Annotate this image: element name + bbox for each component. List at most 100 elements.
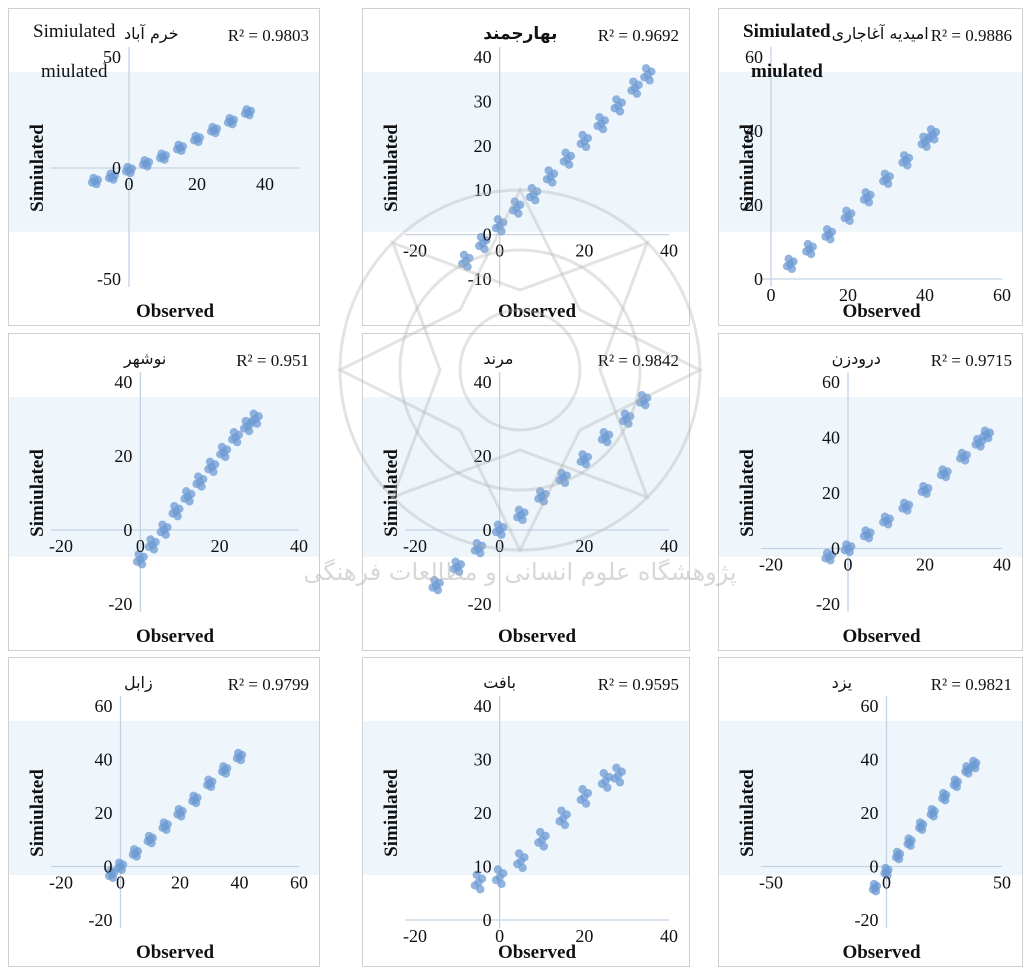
data-point: [144, 831, 154, 841]
x-tick-label: 50: [993, 873, 1011, 893]
data-point: [641, 64, 651, 73]
data-point: [497, 227, 506, 236]
data-point: [497, 879, 506, 889]
x-tick-label: 20: [171, 873, 189, 893]
data-point: [864, 198, 874, 207]
station-name: بافت: [483, 673, 516, 692]
x-tick-label: 20: [916, 555, 934, 575]
y-tick-label: 30: [474, 750, 492, 770]
x-axis-title: Observed: [498, 942, 577, 963]
data-point: [929, 812, 938, 821]
x-axis-title: Observed: [136, 301, 215, 322]
x-tick-label: 0: [125, 174, 134, 194]
data-point: [939, 788, 948, 798]
plot-band: [363, 721, 689, 876]
x-tick-label: 60: [290, 873, 308, 893]
data-point: [134, 550, 143, 559]
x-axis-title: Observed: [136, 942, 215, 963]
data-point: [826, 235, 835, 244]
chart-panel-8: -20 0 20 40 0 10 20 30 40 R² = 0.9595 بافت Observed…: [362, 657, 690, 967]
data-point: [641, 400, 650, 410]
y-tick-label: 20: [474, 803, 492, 823]
data-point: [161, 530, 170, 539]
data-point: [459, 250, 469, 260]
x-axis-title: Observed: [498, 301, 577, 322]
data-point: [941, 796, 950, 805]
data-point: [880, 512, 890, 521]
data-point: [892, 847, 902, 857]
data-point: [225, 113, 234, 123]
y-tick-label: 40: [745, 121, 763, 141]
data-point: [536, 487, 545, 496]
data-point: [206, 782, 216, 792]
data-point: [612, 763, 621, 773]
data-point: [842, 206, 851, 215]
y-tick-label: 60: [95, 696, 113, 716]
chart-panel-4: -20 0 20 40 -20 0 20 40 R² = 0.951 نوشهر Observed S…: [8, 333, 320, 651]
data-point: [845, 216, 854, 225]
y-tick-label: 60: [861, 696, 879, 716]
data-point: [599, 768, 608, 778]
plot-band: [363, 72, 689, 232]
x-tick-label: 60: [993, 285, 1011, 305]
x-tick-label: 40: [660, 536, 678, 556]
data-point: [560, 820, 570, 830]
data-point: [129, 845, 139, 854]
data-point: [950, 775, 960, 784]
y-tick-label: 60: [745, 47, 763, 67]
data-point: [208, 122, 217, 132]
r-squared-label: R² = 0.9803: [228, 26, 309, 45]
data-point: [493, 865, 503, 874]
data-point: [581, 460, 591, 469]
y-tick-label: 40: [114, 372, 132, 392]
data-point: [980, 426, 990, 435]
r-squared-label: R² = 0.9842: [598, 351, 679, 370]
x-tick-label: 40: [993, 555, 1011, 575]
y-tick-label: 30: [474, 91, 492, 111]
y-axis-title: Simiulated: [737, 124, 758, 212]
data-point: [822, 548, 832, 558]
data-point: [221, 769, 231, 778]
data-point: [157, 149, 166, 158]
x-axis-title: Observed: [498, 626, 577, 647]
data-point: [903, 161, 912, 170]
data-point: [241, 416, 250, 426]
scatter-chart: 0 20 40 -50 0 50 R² = 0.9803 خرم آباد Simiulated…: [9, 21, 319, 322]
overlay-label: miulated: [41, 61, 108, 82]
data-point: [191, 798, 201, 808]
data-point: [115, 858, 124, 867]
data-point: [903, 506, 912, 515]
data-point: [869, 879, 879, 889]
data-point: [612, 95, 621, 104]
x-tick-label: 0: [882, 873, 891, 893]
y-tick-label: 0: [123, 520, 132, 540]
data-point: [527, 184, 536, 193]
data-point: [864, 533, 874, 543]
data-point: [123, 162, 132, 172]
station-name: نوشهر: [123, 349, 166, 369]
data-point: [899, 498, 909, 508]
data-point: [581, 799, 591, 808]
x-tick-label: 40: [290, 536, 308, 556]
x-tick-label: -50: [759, 873, 783, 893]
data-point: [106, 866, 115, 875]
x-tick-label: 0: [136, 536, 145, 556]
data-point: [578, 130, 587, 140]
data-point: [803, 239, 813, 249]
scatter-chart: -20 0 20 40 -20 0 20 40 R² = 0.9842 مرند Observed S…: [363, 349, 689, 647]
x-tick-label: 40: [231, 873, 249, 893]
data-point: [922, 489, 931, 498]
station-name: بهارجمند: [483, 24, 557, 44]
data-point: [637, 390, 647, 400]
y-tick-label: 0: [754, 269, 763, 289]
data-point: [476, 885, 485, 894]
overlay-label: miulated: [751, 61, 823, 82]
data-point: [518, 515, 527, 525]
station-name: خرم آباد: [124, 24, 179, 44]
y-tick-label: 50: [103, 47, 121, 67]
y-tick-label: 0: [831, 539, 840, 559]
x-tick-label: 20: [575, 536, 593, 556]
